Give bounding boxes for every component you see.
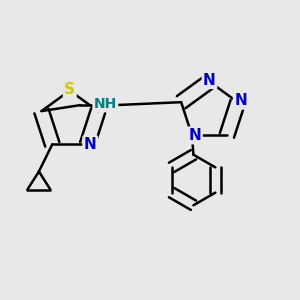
Text: N: N (84, 137, 97, 152)
Text: S: S (64, 82, 75, 97)
Text: N: N (189, 128, 201, 143)
Text: NH: NH (94, 97, 117, 111)
Text: N: N (203, 73, 216, 88)
Text: N: N (234, 93, 247, 108)
